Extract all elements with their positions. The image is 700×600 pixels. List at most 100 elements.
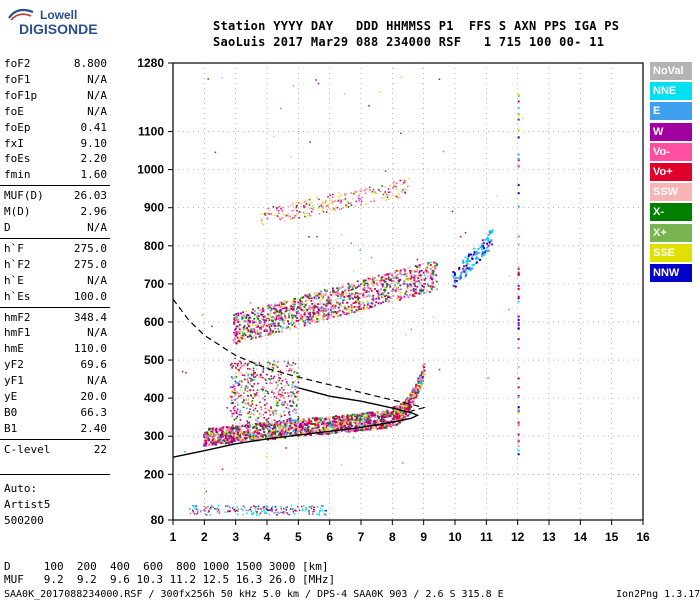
echo-point	[256, 392, 258, 394]
echo-point	[374, 192, 376, 194]
echo-point	[243, 320, 246, 322]
echo-point	[382, 414, 385, 417]
echo-point	[374, 191, 376, 193]
echo-point	[420, 382, 423, 385]
echo-point	[452, 274, 455, 277]
echo-point	[295, 405, 298, 407]
echo-point	[488, 242, 491, 245]
echo-point	[264, 379, 267, 382]
echo-point	[269, 409, 271, 411]
echo-point	[429, 276, 432, 279]
echo-point	[291, 303, 294, 306]
echo-point	[282, 404, 285, 406]
echo-point	[265, 327, 268, 330]
echo-point	[366, 303, 369, 306]
echo-point	[396, 286, 399, 289]
echo-point	[517, 129, 520, 132]
param-value: 8.800	[73, 57, 107, 70]
echo-point	[401, 462, 404, 464]
echo-point	[243, 374, 246, 377]
echo-point	[237, 508, 240, 510]
echo-point	[382, 416, 385, 419]
echo-point	[344, 418, 347, 421]
echo-point	[337, 315, 339, 317]
echo-point	[263, 508, 265, 510]
echo-point	[292, 208, 295, 211]
echo-point	[237, 364, 239, 367]
echo-point	[391, 275, 394, 278]
echo-point	[361, 422, 364, 425]
echo-point	[271, 508, 273, 511]
echo-point	[281, 430, 284, 433]
echo-point	[465, 261, 468, 264]
echo-point	[287, 412, 290, 414]
echo-point	[387, 296, 389, 299]
echo-point	[211, 325, 213, 328]
echo-point	[239, 380, 241, 382]
echo-point	[372, 423, 375, 426]
echo-point	[410, 395, 413, 398]
echo-point	[334, 200, 336, 202]
echo-point	[256, 312, 259, 315]
echo-point	[233, 427, 236, 430]
echo-point	[402, 414, 405, 417]
echo-point	[384, 289, 387, 292]
echo-point	[418, 292, 421, 295]
echo-point	[300, 297, 302, 300]
echo-point	[274, 206, 277, 208]
echo-point	[339, 199, 342, 201]
echo-point	[313, 431, 316, 434]
echo-point	[301, 301, 304, 303]
echo-point	[260, 376, 262, 379]
echo-point	[413, 289, 415, 292]
echo-point	[240, 436, 243, 439]
echo-point	[442, 150, 445, 153]
echo-point	[271, 510, 273, 512]
echo-point	[269, 315, 272, 318]
echo-point	[311, 316, 314, 319]
echo-point	[299, 315, 301, 318]
echo-point	[285, 381, 288, 383]
echo-point	[455, 279, 458, 282]
echo-point	[221, 435, 224, 438]
echo-point	[312, 510, 314, 513]
echo-point	[459, 274, 462, 277]
echo-point	[240, 330, 243, 333]
echo-point	[328, 432, 331, 435]
echo-point	[397, 405, 400, 408]
echo-point	[224, 434, 227, 437]
param-value: 1.60	[80, 168, 108, 182]
echo-point	[376, 290, 378, 293]
echo-point	[392, 406, 395, 409]
echo-point	[336, 417, 339, 420]
echo-point	[371, 303, 374, 305]
echo-point	[480, 248, 483, 251]
legend-item-w: W	[650, 122, 692, 141]
echo-point	[254, 422, 257, 425]
echo-point	[276, 435, 279, 438]
echo-point	[414, 290, 417, 293]
echo-point	[224, 511, 227, 513]
echo-point	[250, 385, 253, 387]
echo-point	[261, 325, 264, 328]
echo-point	[279, 434, 282, 437]
echo-point	[247, 412, 249, 415]
echo-point	[300, 203, 302, 205]
echo-point	[261, 510, 263, 513]
echo-point	[269, 414, 272, 416]
echo-point	[333, 416, 336, 419]
echo-point	[277, 361, 279, 363]
echo-point	[385, 420, 388, 423]
echo-point	[277, 315, 280, 318]
echo-point	[292, 303, 295, 306]
echo-point	[258, 395, 260, 397]
echo-point	[362, 420, 365, 423]
echo-point	[196, 513, 198, 515]
param-row: yF1 N/A	[4, 374, 107, 390]
echo-point	[366, 418, 369, 421]
echo-point	[414, 265, 417, 268]
echo-point	[262, 376, 264, 379]
echo-point	[234, 419, 236, 421]
echo-point	[273, 424, 276, 427]
